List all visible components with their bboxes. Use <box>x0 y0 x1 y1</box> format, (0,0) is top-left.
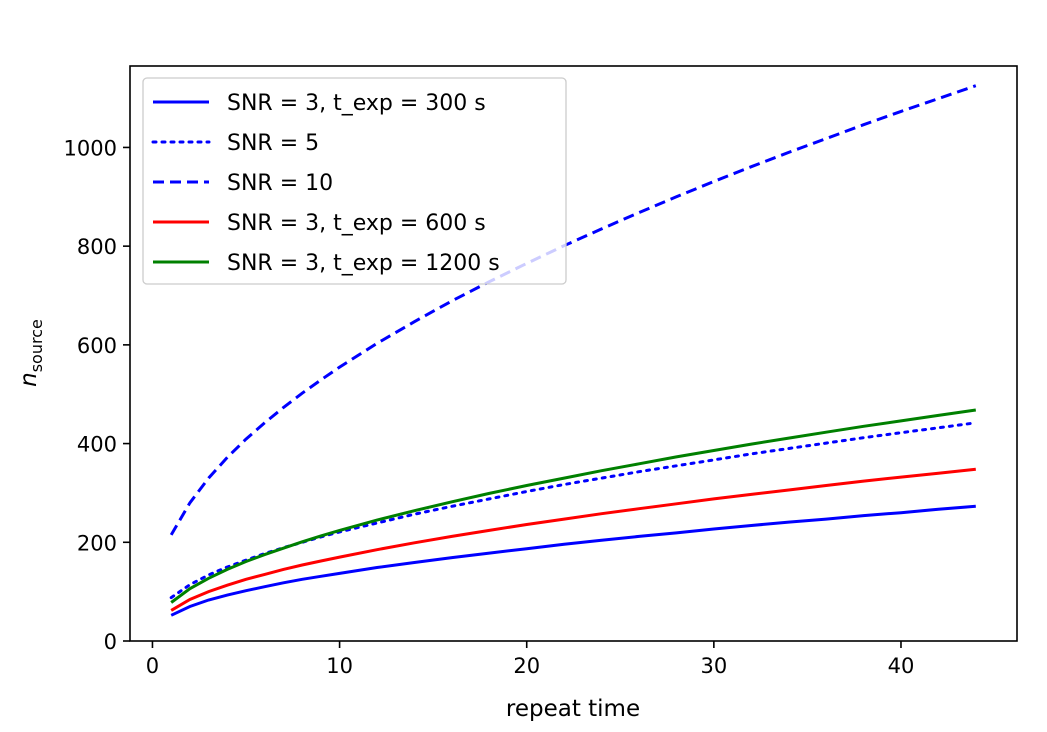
series-line-5 <box>170 408 977 604</box>
plot-frame <box>129 65 1018 642</box>
legend-box <box>142 77 567 285</box>
y-axis-label: nsource <box>16 319 46 387</box>
legend-label-2: SNR = 5 <box>227 131 319 156</box>
x-tick-label: 30 <box>700 654 727 678</box>
x-tick-label: 20 <box>513 654 540 678</box>
y-tick-label: 800 <box>77 235 117 259</box>
y-tick-label: 400 <box>77 433 117 457</box>
x-tick-label: 0 <box>146 654 159 678</box>
y-axis-label-main: n <box>16 372 42 387</box>
y-axis-label-subscript: source <box>27 319 46 372</box>
legend-label-4: SNR = 3, t_exp = 600 s <box>227 211 486 236</box>
x-tick-label: 10 <box>326 654 353 678</box>
legend-label-1: SNR = 3, t_exp = 300 s <box>227 91 486 116</box>
y-tick-label: 200 <box>77 531 117 555</box>
legend-label-5: SNR = 3, t_exp = 1200 s <box>227 251 500 276</box>
y-tick-label: 0 <box>104 630 117 654</box>
x-tick-label: 40 <box>888 654 915 678</box>
series-line-4 <box>170 467 976 612</box>
series-line-1 <box>170 504 976 617</box>
y-tick-label: 600 <box>77 334 117 358</box>
x-axis-label: repeat time <box>506 696 640 722</box>
y-tick-label: 1000 <box>64 136 117 160</box>
legend-label-3: SNR = 10 <box>227 171 333 196</box>
legend: SNR = 3, t_exp = 300 s SNR = 5 SNR = 10 SNR… <box>142 77 567 285</box>
